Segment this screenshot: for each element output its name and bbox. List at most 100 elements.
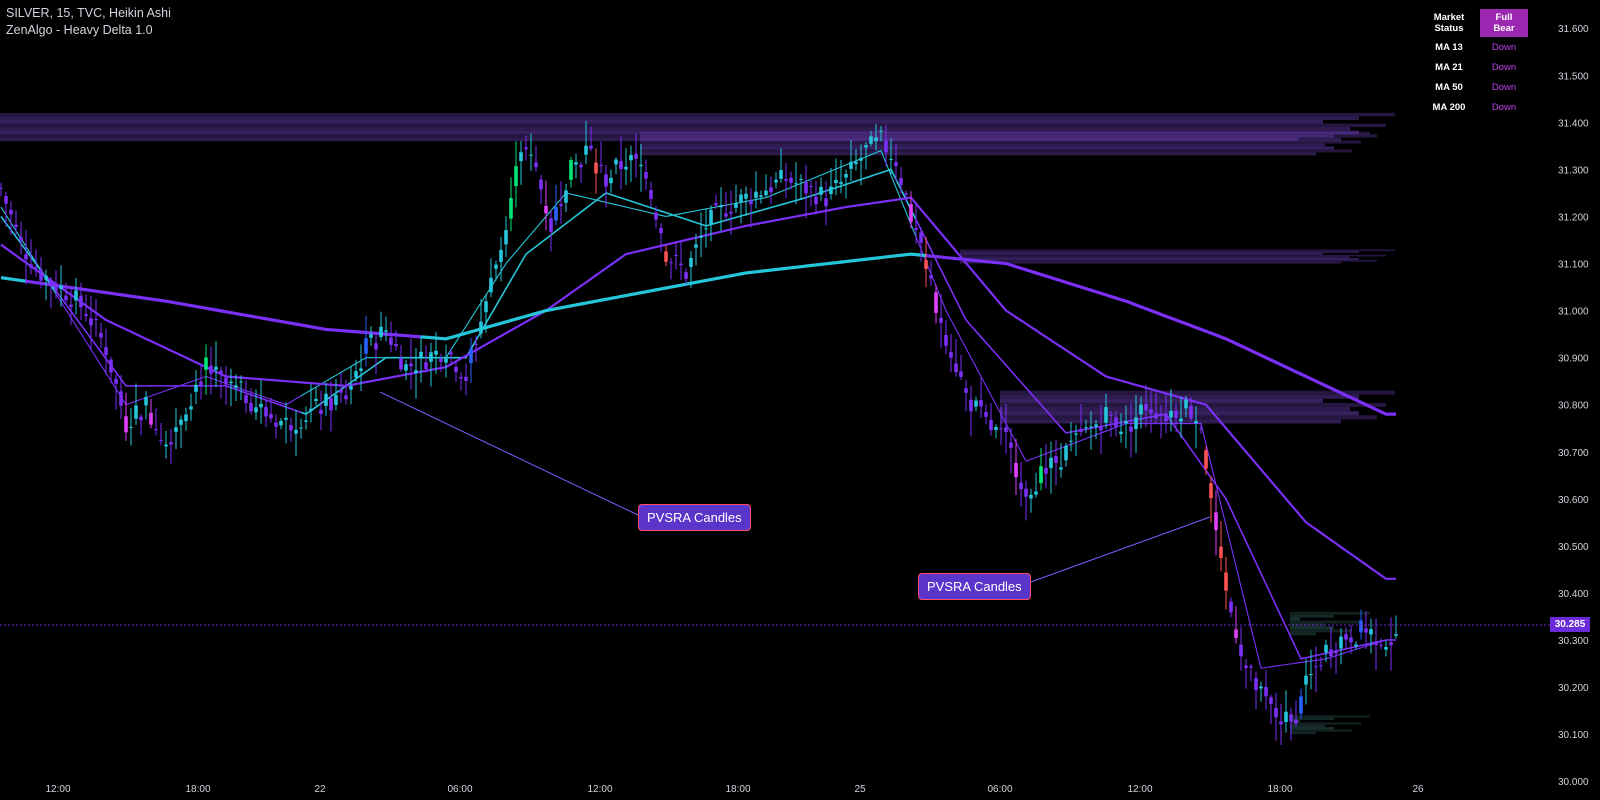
candle-body: [834, 179, 838, 184]
y-tick-label: 31.200: [1558, 212, 1589, 223]
candle-body: [979, 400, 983, 407]
candle: [1119, 413, 1123, 443]
candle: [909, 191, 913, 229]
candle: [1024, 480, 1028, 521]
candle-body: [1194, 421, 1198, 424]
candle-body: [1359, 620, 1363, 633]
candle-body: [1269, 697, 1273, 704]
candle: [1139, 396, 1143, 429]
candle: [434, 332, 438, 374]
candle: [409, 338, 413, 390]
candle: [514, 141, 518, 208]
candle-body: [859, 157, 863, 161]
candle-body: [34, 267, 38, 269]
x-tick-label: 18:00: [1267, 784, 1292, 795]
candle: [654, 206, 658, 229]
candle: [109, 356, 113, 384]
ma-line-ma200: [0, 276, 27, 283]
candle-body: [709, 209, 713, 224]
candle-body: [699, 235, 703, 238]
candle: [1099, 405, 1103, 454]
candle: [119, 375, 123, 420]
candle: [614, 157, 618, 175]
ma13-label: MA 13: [1435, 41, 1463, 53]
candle-body: [329, 398, 333, 411]
candle: [304, 406, 308, 430]
candle: [1104, 393, 1108, 429]
candle: [234, 374, 238, 402]
candle: [794, 162, 798, 205]
candle-body: [549, 218, 553, 232]
candle-body: [689, 257, 693, 267]
candle-body: [1124, 421, 1128, 424]
pvsra-callout-1[interactable]: PVSRA Candles: [638, 504, 751, 531]
candle: [149, 399, 153, 429]
candle-body: [1114, 417, 1118, 428]
candle: [284, 402, 288, 444]
candle: [1144, 384, 1148, 428]
candle: [174, 408, 178, 450]
candle-body: [799, 178, 803, 180]
candle: [169, 429, 173, 465]
candle: [204, 344, 208, 395]
candle-body: [249, 402, 253, 412]
candle-body: [1369, 629, 1373, 635]
candle: [1224, 556, 1228, 610]
candle: [199, 363, 203, 400]
candle-body: [959, 371, 963, 377]
candle: [314, 386, 318, 406]
candle-body: [169, 442, 173, 445]
candle-body: [429, 352, 433, 362]
candle-body: [934, 292, 938, 313]
candle-body: [1304, 675, 1308, 685]
candle: [134, 383, 138, 426]
x-tick-label: 26: [1412, 784, 1424, 795]
candle: [664, 245, 668, 267]
candle: [159, 423, 163, 446]
candle: [634, 133, 638, 178]
candle: [394, 330, 398, 351]
candle: [1244, 658, 1248, 689]
candle-body: [474, 343, 478, 345]
candle-body: [534, 162, 538, 168]
candle-body: [1319, 665, 1323, 667]
candle-body: [629, 154, 633, 161]
candle: [89, 295, 93, 351]
candle: [24, 229, 28, 285]
candle: [1249, 663, 1253, 682]
candle: [919, 227, 923, 262]
candle-body: [239, 381, 243, 383]
candle-body: [189, 406, 193, 410]
ma-line-ma13: [300, 149, 917, 397]
candle: [1379, 638, 1383, 650]
candle: [944, 319, 948, 354]
candle: [584, 121, 588, 165]
candle: [779, 148, 783, 183]
candle-body: [1019, 482, 1023, 490]
pvsra-callout-2[interactable]: PVSRA Candles: [918, 573, 1031, 600]
candle: [1034, 472, 1038, 498]
candle: [329, 381, 333, 432]
candle: [879, 125, 883, 142]
candle-body: [719, 205, 723, 208]
ma-line-ma13: [915, 236, 1396, 669]
candle: [789, 171, 793, 190]
x-tick-label: 12:00: [1127, 784, 1152, 795]
candle-body: [544, 206, 548, 214]
candle-body: [324, 393, 328, 406]
candle: [414, 348, 418, 399]
candle-body: [484, 301, 488, 313]
candle-body: [269, 413, 273, 419]
volume-profile-bar: [1290, 715, 1370, 718]
candle: [439, 353, 443, 373]
candle: [604, 164, 608, 208]
candle-body: [1014, 462, 1018, 478]
candle: [759, 190, 763, 204]
volume-profile-bar: [0, 123, 1386, 128]
candle-body: [854, 161, 858, 165]
candle-body: [1159, 413, 1163, 415]
candle: [814, 180, 818, 215]
candle: [1124, 405, 1128, 449]
candle-body: [724, 213, 728, 217]
